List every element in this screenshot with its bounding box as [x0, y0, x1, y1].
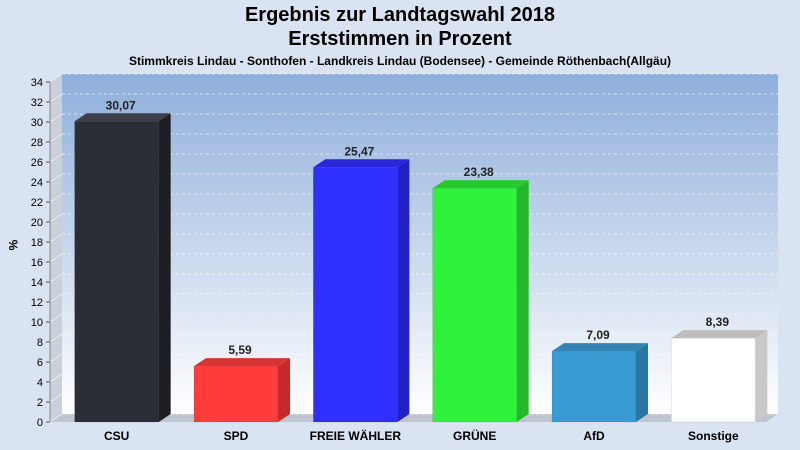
gridline-side: [49, 93, 63, 103]
gridline-side: [49, 213, 63, 223]
gridline-side: [49, 313, 63, 323]
y-tick-label: 26: [31, 157, 43, 169]
gridline-side: [49, 373, 63, 383]
y-tick-label: 24: [31, 177, 43, 189]
bar-side: [755, 330, 768, 422]
bar-top: [671, 330, 768, 339]
gridline-side: [49, 273, 63, 283]
gridline-side: [49, 173, 63, 183]
y-tick-label: 4: [37, 377, 43, 389]
data-label: 8,39: [706, 315, 730, 329]
y-tick-label: 32: [31, 97, 43, 109]
data-label: 7,09: [586, 328, 610, 342]
gridline-side: [49, 73, 63, 83]
chart-title: Ergebnis zur Landtagswahl 2018: [244, 4, 556, 26]
y-tick-label: 6: [37, 357, 43, 369]
y-tick-label: 12: [31, 297, 43, 309]
bar-top: [313, 159, 410, 168]
data-label: 25,47: [344, 144, 374, 158]
x-tick-label: GRÜNE: [453, 428, 496, 443]
bar-gr-ne: [432, 187, 517, 423]
bar-side: [158, 113, 171, 423]
x-tick-label: FREIE WÄHLER: [310, 428, 402, 443]
gridline-side: [49, 193, 63, 203]
bar-side: [636, 343, 648, 422]
gridline-side: [49, 333, 63, 343]
y-tick-label: 16: [31, 257, 43, 269]
x-tick-label: SPD: [224, 429, 249, 443]
gridline-side: [49, 353, 63, 363]
bar-csu: [74, 121, 159, 423]
gridline-side: [49, 393, 63, 403]
bar-top: [552, 343, 648, 352]
x-tick-label: Sonstige: [688, 429, 739, 443]
bar-side: [516, 180, 529, 422]
bar-sonstige: [671, 337, 756, 423]
y-tick-label: 2: [37, 397, 43, 409]
y-tick-label: 28: [31, 137, 43, 149]
chart-subtitle: Erststimmen in Prozent: [288, 28, 512, 50]
y-tick-label: 34: [31, 77, 43, 89]
gridline-side: [49, 233, 63, 243]
y-tick-label: 30: [31, 117, 43, 129]
y-tick-label: 20: [31, 217, 43, 229]
y-tick-label: 10: [31, 317, 43, 329]
gridline-side: [49, 133, 63, 143]
bar-side: [397, 159, 410, 423]
data-label: 23,38: [464, 165, 494, 179]
gridline-side: [49, 113, 63, 123]
bar-afd: [551, 350, 637, 423]
data-label: 30,07: [106, 98, 136, 112]
y-tick-label: 22: [31, 197, 43, 209]
x-tick-label: CSU: [104, 429, 129, 443]
data-label: 5,59: [228, 343, 252, 357]
y-tick-label: 14: [31, 277, 43, 289]
gridline-side: [49, 413, 63, 423]
bar-top: [432, 180, 529, 189]
y-tick-label: 8: [37, 337, 43, 349]
gridline-side: [49, 253, 63, 263]
y-tick-label: 0: [37, 417, 43, 429]
plot-background: [62, 74, 778, 414]
chart-caption: Stimmkreis Lindau - Sonthofen - Landkrei…: [128, 54, 672, 68]
bar-top: [74, 113, 171, 122]
bar-side: [278, 358, 290, 422]
gridline-side: [49, 153, 63, 163]
gridline-side: [49, 293, 63, 303]
bar-freie-w-hler: [313, 167, 398, 423]
bar-spd: [193, 365, 279, 423]
bar-top: [194, 358, 290, 367]
y-tick-label: 18: [31, 237, 43, 249]
left-wall: [50, 74, 62, 422]
x-tick-label: AfD: [583, 429, 605, 443]
